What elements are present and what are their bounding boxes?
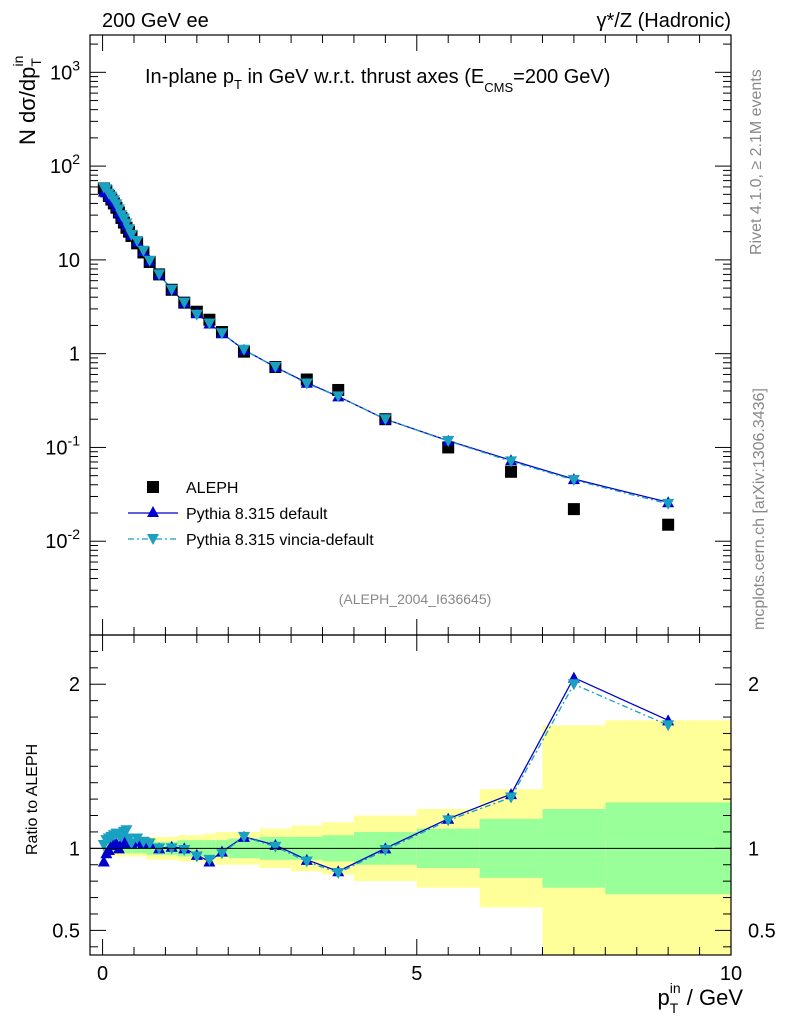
main-point-vincia bbox=[505, 456, 518, 468]
title-sub-2: CMS bbox=[484, 80, 513, 95]
ratio-point-vincia bbox=[215, 848, 228, 860]
main-line-default bbox=[103, 191, 669, 503]
main-point-vincia bbox=[379, 414, 392, 426]
x-tick-label: 10 bbox=[720, 963, 742, 985]
main-point-vincia bbox=[237, 344, 250, 356]
chart-title: In-plane pT in GeV w.r.t. thrust axes (E… bbox=[145, 66, 610, 95]
y-tick-label-ratio-left: 2 bbox=[69, 674, 80, 696]
y-tick-label-main: 102 bbox=[50, 151, 80, 178]
x-axis-label: pTin / GeV bbox=[657, 980, 743, 1016]
legend-marker-vincia bbox=[147, 534, 159, 545]
main-point-vincia bbox=[190, 309, 203, 321]
ratio-point-default bbox=[97, 855, 110, 867]
ratio-point-vincia bbox=[120, 825, 133, 837]
header-left: 200 GeV ee bbox=[102, 10, 209, 32]
ratio-point-vincia bbox=[190, 851, 203, 863]
ratio-uncertainty-bands bbox=[102, 720, 731, 955]
mcplots-label: mcplots.cern.ch [arXiv:1306.3436] bbox=[751, 388, 768, 630]
title-part-2: in GeV w.r.t. thrust axes (E bbox=[242, 66, 484, 88]
y-axis-label-ratio: Ratio to ALEPH bbox=[24, 744, 41, 855]
main-point-vincia bbox=[120, 218, 133, 230]
svg-text:Rivet 4.1.0, ≥ 2.1M events: Rivet 4.1.0, ≥ 2.1M events bbox=[748, 69, 765, 255]
main-point-vincia bbox=[125, 229, 138, 241]
main-point-vincia bbox=[300, 378, 313, 390]
axis-tick-labels: 0 5 10 10-2 10-1 1 10 102 103 0.5 0.5 1 1 2 2 bbox=[45, 57, 776, 985]
main-point-vincia bbox=[567, 474, 580, 486]
y-tick-label-main: 10 bbox=[58, 250, 80, 272]
main-point-vincia bbox=[137, 245, 150, 257]
y-tick-label-main: 10-2 bbox=[45, 526, 80, 553]
analysis-tag: (ALEPH_2004_I636645) bbox=[339, 591, 492, 607]
main-series-lines bbox=[103, 186, 669, 505]
ratio-series-points bbox=[97, 671, 675, 879]
svg-text:mcplots.cern.ch [arXiv:1306.34: mcplots.cern.ch [arXiv:1306.3436] bbox=[751, 388, 768, 630]
main-point-vincia bbox=[112, 204, 125, 216]
ratio-point-vincia bbox=[125, 838, 138, 850]
title-part-1: In-plane p bbox=[145, 66, 234, 88]
aleph-point bbox=[567, 503, 580, 516]
legend: ALEPH Pythia 8.315 default Pythia 8.315 … bbox=[128, 480, 374, 549]
ratio-point-vincia bbox=[269, 841, 282, 853]
y-tick-label-main: 10-1 bbox=[45, 432, 80, 459]
svg-text:N dσ/dpTin: N dσ/dpTin bbox=[10, 56, 44, 145]
ratio-point-vincia bbox=[131, 833, 144, 845]
y-tick-label-ratio-left: 0.5 bbox=[52, 920, 80, 942]
main-point-vincia bbox=[269, 362, 282, 374]
title-sub-1: T bbox=[234, 77, 242, 92]
main-point-vincia bbox=[153, 269, 166, 281]
axis-ticks bbox=[90, 35, 732, 955]
ratio-point-vincia bbox=[203, 854, 216, 866]
aleph-point bbox=[505, 465, 518, 478]
legend-label-default: Pythia 8.315 default bbox=[186, 506, 328, 523]
x-tick-label: 0 bbox=[97, 963, 108, 985]
rivet-label: Rivet 4.1.0, ≥ 2.1M events bbox=[748, 69, 765, 255]
main-point-vincia bbox=[662, 498, 675, 510]
legend-entry-aleph: ALEPH bbox=[147, 480, 238, 497]
header-right: γ*/Z (Hadronic) bbox=[597, 10, 731, 32]
legend-entry-vincia: Pythia 8.315 vincia-default bbox=[128, 532, 374, 549]
main-point-vincia bbox=[165, 284, 178, 296]
ratio-plot-frame bbox=[89, 634, 732, 956]
main-point-vincia bbox=[178, 297, 191, 309]
ratio-point-vincia bbox=[178, 844, 191, 856]
main-point-vincia bbox=[442, 436, 455, 448]
main-point-vincia bbox=[332, 391, 345, 403]
legend-label-aleph: ALEPH bbox=[186, 480, 238, 497]
y-tick-label-ratio-right: 0.5 bbox=[748, 920, 776, 942]
ratio-point-vincia bbox=[379, 844, 392, 856]
aleph-point bbox=[662, 518, 675, 531]
y-axis-label-main: N dσ/dpTin bbox=[10, 56, 44, 145]
main-point-vincia bbox=[131, 235, 144, 247]
y-tick-label-ratio-right: 2 bbox=[748, 674, 759, 696]
ratio-point-vincia bbox=[505, 792, 518, 804]
title-part-3: =200 GeV) bbox=[513, 66, 610, 88]
ratio-point-vincia bbox=[567, 679, 580, 691]
main-data-points bbox=[97, 182, 675, 531]
main-point-vincia bbox=[122, 224, 135, 236]
y-tick-label-ratio-right: 1 bbox=[748, 838, 759, 860]
legend-label-vincia: Pythia 8.315 vincia-default bbox=[186, 532, 374, 549]
main-point-vincia bbox=[215, 328, 228, 340]
main-point-vincia bbox=[143, 255, 156, 267]
svg-text:Ratio to ALEPH: Ratio to ALEPH bbox=[24, 744, 41, 855]
main-line-vincia bbox=[103, 186, 669, 505]
legend-marker-default bbox=[147, 506, 159, 517]
legend-entry-default: Pythia 8.315 default bbox=[128, 506, 328, 523]
ratio-point-vincia bbox=[442, 815, 455, 827]
y-tick-label-main: 103 bbox=[50, 57, 80, 84]
legend-marker-aleph bbox=[147, 481, 159, 493]
ratio-point-vincia bbox=[237, 831, 250, 843]
ratio-point-vincia bbox=[662, 720, 675, 732]
ratio-point-vincia bbox=[143, 838, 156, 850]
x-tick-label: 5 bbox=[411, 963, 422, 985]
y-tick-label-main: 1 bbox=[69, 344, 80, 366]
ratio-point-vincia bbox=[300, 856, 313, 868]
main-point-vincia bbox=[203, 318, 216, 330]
ratio-point-vincia bbox=[332, 867, 345, 879]
y-tick-label-ratio-left: 1 bbox=[69, 838, 80, 860]
